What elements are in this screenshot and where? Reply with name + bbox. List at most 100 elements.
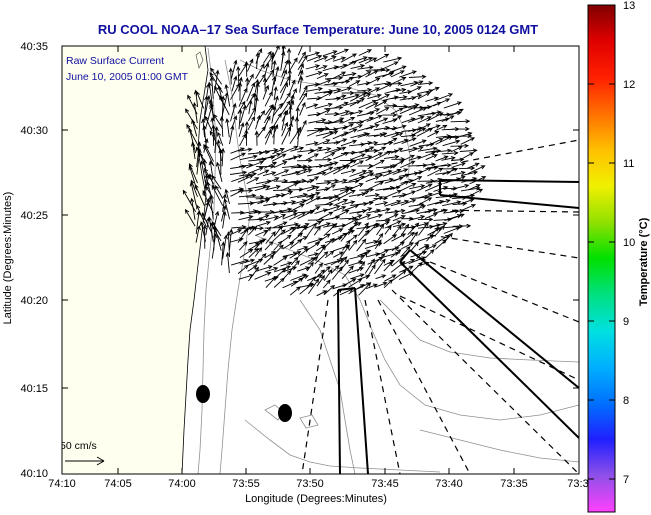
current-vector-arrow <box>434 198 451 205</box>
current-vector-arrow <box>458 166 476 171</box>
current-vector-arrow <box>373 132 388 138</box>
colorbar-label: Temperature (°C) <box>638 217 650 306</box>
current-vector-arrow <box>427 110 442 115</box>
current-vector-arrow <box>442 167 459 176</box>
current-vector-arrow <box>341 200 356 206</box>
current-vector-arrow <box>349 222 362 229</box>
current-vector-arrow <box>237 227 249 243</box>
current-vector-arrow <box>196 204 207 228</box>
current-vector-arrow <box>426 112 444 122</box>
current-vector-arrow <box>390 147 404 154</box>
current-vector-arrow <box>350 109 364 115</box>
current-vector-arrow <box>333 101 349 109</box>
current-vector-arrow <box>288 168 308 175</box>
current-vector-arrow <box>316 275 326 287</box>
current-vector-arrow <box>366 114 383 122</box>
current-vector-arrow <box>417 81 434 86</box>
current-vector-arrow <box>229 124 235 145</box>
current-vector-arrow <box>356 214 372 221</box>
current-vector-arrow <box>424 249 435 259</box>
current-vector-arrow <box>288 203 305 213</box>
current-vector-arrow <box>307 217 326 223</box>
current-vector-arrow <box>340 139 358 147</box>
current-vector-arrow <box>341 218 359 228</box>
current-vector-arrow <box>273 265 292 273</box>
current-vector-arrow <box>418 221 429 236</box>
current-vector-arrow <box>332 165 351 175</box>
current-vector-arrow <box>306 191 321 198</box>
current-vector-arrow <box>280 69 288 87</box>
current-vector-arrow <box>194 183 205 206</box>
current-vector-arrow <box>332 71 347 80</box>
current-vector-arrow <box>280 145 299 154</box>
current-vector-arrow <box>450 170 466 176</box>
current-vector-arrow <box>239 104 247 124</box>
current-vector-arrow <box>375 274 387 280</box>
current-vector-arrow <box>340 159 358 169</box>
current-vector-arrow <box>306 185 320 192</box>
current-vector-arrow <box>221 241 226 266</box>
current-vector-arrow <box>211 232 218 259</box>
current-vector-arrow <box>324 55 337 62</box>
current-vector-arrow <box>333 199 349 207</box>
radar-beams <box>301 139 579 474</box>
current-vector-arrow <box>374 201 389 206</box>
current-vector-arrow <box>340 227 353 242</box>
current-vector-arrow <box>459 148 478 153</box>
current-vector-arrow <box>210 67 223 85</box>
current-vector-arrow <box>254 96 259 116</box>
current-vector-arrow <box>366 283 378 290</box>
current-vector-arrow <box>286 47 292 62</box>
current-vector-arrow <box>282 212 298 220</box>
current-vector-arrow <box>323 87 342 94</box>
current-vector-arrow <box>358 71 372 79</box>
current-vector-arrow <box>254 239 264 250</box>
current-vector-arrow <box>214 184 224 199</box>
current-vector-arrow <box>417 146 438 152</box>
current-vector-arrow <box>246 177 260 185</box>
current-vector-arrow <box>263 226 272 237</box>
current-vector-arrow <box>458 198 475 205</box>
current-vector-arrow <box>468 184 481 191</box>
current-vector-arrow <box>279 82 288 100</box>
current-vector-arrow <box>349 56 368 64</box>
current-vector-arrow <box>316 73 329 80</box>
current-vector-arrow <box>306 261 314 272</box>
current-vector-arrow <box>391 233 407 242</box>
current-vector-arrow <box>248 106 257 122</box>
current-vector-arrow <box>348 80 361 87</box>
current-vector-arrow <box>215 161 223 183</box>
current-vector-arrow <box>392 168 409 175</box>
current-vector-arrow <box>305 86 324 92</box>
current-vector-arrow <box>213 113 224 129</box>
current-vector-arrow <box>365 264 376 279</box>
current-vector-arrow <box>280 234 292 243</box>
current-vector-arrow <box>307 146 323 155</box>
current-vector-arrow <box>359 146 375 154</box>
current-vector-arrow <box>228 67 233 85</box>
current-vector-arrow <box>348 124 364 131</box>
current-vector-arrow <box>196 141 202 168</box>
colorbar-tick-marks <box>588 4 615 480</box>
y-tick-label: 40:30 <box>20 125 48 137</box>
current-vector-arrow <box>305 51 321 57</box>
current-vector-arrow <box>390 249 402 258</box>
current-vector-arrow <box>409 231 419 244</box>
beam-solid-1 <box>337 289 341 474</box>
current-vector-arrow <box>201 212 213 235</box>
current-vector-arrow <box>392 222 407 228</box>
current-vector-arrow <box>270 51 275 70</box>
current-vector-arrow <box>383 154 400 160</box>
current-vector-arrow <box>186 123 198 145</box>
current-vector-arrow <box>333 251 344 258</box>
current-vector-arrow <box>195 225 201 243</box>
current-vector-arrow <box>209 222 222 242</box>
current-vector-arrow <box>306 153 319 161</box>
current-vector-arrow <box>340 60 358 70</box>
current-vector-arrow <box>296 119 307 139</box>
current-vector-arrow <box>365 192 380 198</box>
current-vector-arrow <box>230 59 238 79</box>
current-vector-arrow <box>252 92 258 108</box>
current-vector-arrow <box>254 130 259 146</box>
current-vector-arrow <box>357 261 366 272</box>
